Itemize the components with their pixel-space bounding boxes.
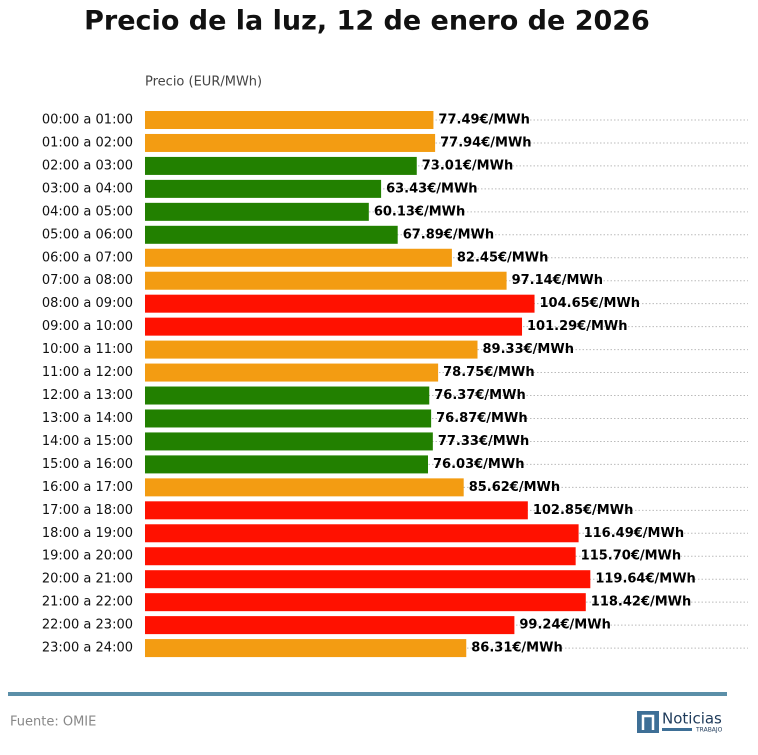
y-tick-label: 16:00 a 17:00 [42,480,133,495]
data-label: 63.43€/MWh [386,181,477,196]
y-tick-label: 05:00 a 06:00 [42,227,133,242]
data-label: 97.14€/MWh [512,273,603,288]
y-tick-label: 07:00 a 08:00 [42,273,133,288]
data-label: 77.94€/MWh [440,135,531,150]
bar [145,156,417,175]
bar [145,248,452,267]
bar [145,202,369,221]
y-tick-label: 23:00 a 24:00 [42,641,133,656]
y-tick-label: 11:00 a 12:00 [42,365,133,380]
data-label: 118.42€/MWh [591,595,692,610]
data-label: 60.13€/MWh [374,204,465,219]
bar [145,363,439,382]
data-label: 89.33€/MWh [483,342,574,357]
y-tick-label: 13:00 a 14:00 [42,411,133,426]
y-tick-label: 00:00 a 01:00 [42,113,133,128]
bar [145,133,436,152]
data-label: 67.89€/MWh [403,227,494,242]
bar [145,616,515,635]
logo-sub: TRABAJO [695,727,723,734]
y-tick-label: 21:00 a 22:00 [42,595,133,610]
bar [145,432,433,451]
data-label: 102.85€/MWh [533,503,634,518]
y-tick-label: 08:00 a 09:00 [42,296,133,311]
y-tick-label: 09:00 a 10:00 [42,319,133,334]
source: Fuente: OMIE [10,715,96,730]
y-tick-label: 15:00 a 16:00 [42,457,133,472]
bar [145,570,591,589]
bar [145,111,434,129]
bar [145,547,576,566]
data-label: 76.03€/MWh [433,457,524,472]
logo-bar [662,728,692,731]
y-tick-label: 14:00 a 15:00 [42,434,133,449]
y-tick-label: 06:00 a 07:00 [42,250,133,265]
y-tick-label: 02:00 a 03:00 [42,158,133,173]
data-label: 78.75€/MWh [443,365,534,380]
data-label: 119.64€/MWh [595,572,696,587]
bar [145,294,535,313]
y-tick-label: 19:00 a 20:00 [42,549,133,564]
data-label: 77.33€/MWh [438,434,529,449]
y-tick-label: 18:00 a 19:00 [42,526,133,541]
y-tick-label: 04:00 a 05:00 [42,204,133,219]
data-label: 86.31€/MWh [471,641,562,656]
data-label: 76.87€/MWh [436,411,527,426]
bar [145,455,429,474]
bar [145,386,430,405]
data-label: 99.24€/MWh [519,618,610,633]
y-tick-label: 10:00 a 11:00 [42,342,133,357]
bar [145,179,382,198]
axis-label: Precio (EUR/MWh) [145,75,262,90]
bar [145,225,398,244]
data-label: 73.01€/MWh [422,158,513,173]
data-label: 104.65€/MWh [540,296,641,311]
y-tick-label: 20:00 a 21:00 [42,572,133,587]
bar [145,639,467,658]
bar [145,271,507,290]
chart-title: Precio de la luz, 12 de enero de 2026 [84,6,650,37]
logo-icon-mark [641,714,655,730]
data-label: 115.70€/MWh [581,549,682,564]
bar [145,593,586,612]
data-label: 76.37€/MWh [434,388,525,403]
bar [145,478,464,497]
data-label: 77.49€/MWh [438,113,529,128]
y-tick-label: 03:00 a 04:00 [42,181,133,196]
bar [145,340,478,359]
data-label: 85.62€/MWh [469,480,560,495]
bar [145,409,432,428]
data-label: 101.29€/MWh [527,319,628,334]
y-tick-label: 17:00 a 18:00 [42,503,133,518]
bar [145,317,523,336]
bar [145,501,528,520]
data-label: 82.45€/MWh [457,250,548,265]
y-tick-label: 01:00 a 02:00 [42,135,133,150]
logo-icon [637,711,659,733]
logo-text: Noticias [662,710,722,728]
y-tick-label: 22:00 a 23:00 [42,618,133,633]
y-tick-label: 12:00 a 13:00 [42,388,133,403]
data-label: 116.49€/MWh [584,526,685,541]
bar [145,524,579,543]
